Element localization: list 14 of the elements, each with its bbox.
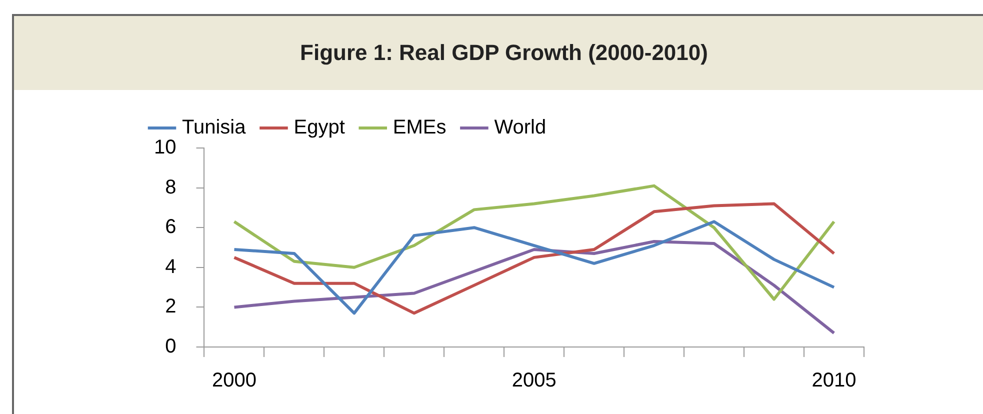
y-tick-label: 0: [165, 336, 176, 358]
y-tick-label: 2: [165, 296, 176, 318]
x-tick-label: 2010: [812, 370, 856, 392]
legend-label: World: [494, 116, 546, 139]
x-tick-label: 2000: [212, 370, 256, 392]
y-tick-label: 6: [165, 216, 176, 238]
chart-title: Figure 1: Real GDP Growth (2000-2010): [14, 16, 983, 90]
legend-label: Egypt: [294, 116, 346, 139]
x-tick-label: 2005: [512, 370, 556, 392]
y-tick-label: 8: [165, 176, 176, 198]
legend-label: Tunisia: [182, 116, 247, 139]
y-tick-label: 10: [154, 136, 176, 159]
legend-label: EMEs: [392, 116, 446, 139]
y-tick-label: 4: [165, 256, 176, 278]
